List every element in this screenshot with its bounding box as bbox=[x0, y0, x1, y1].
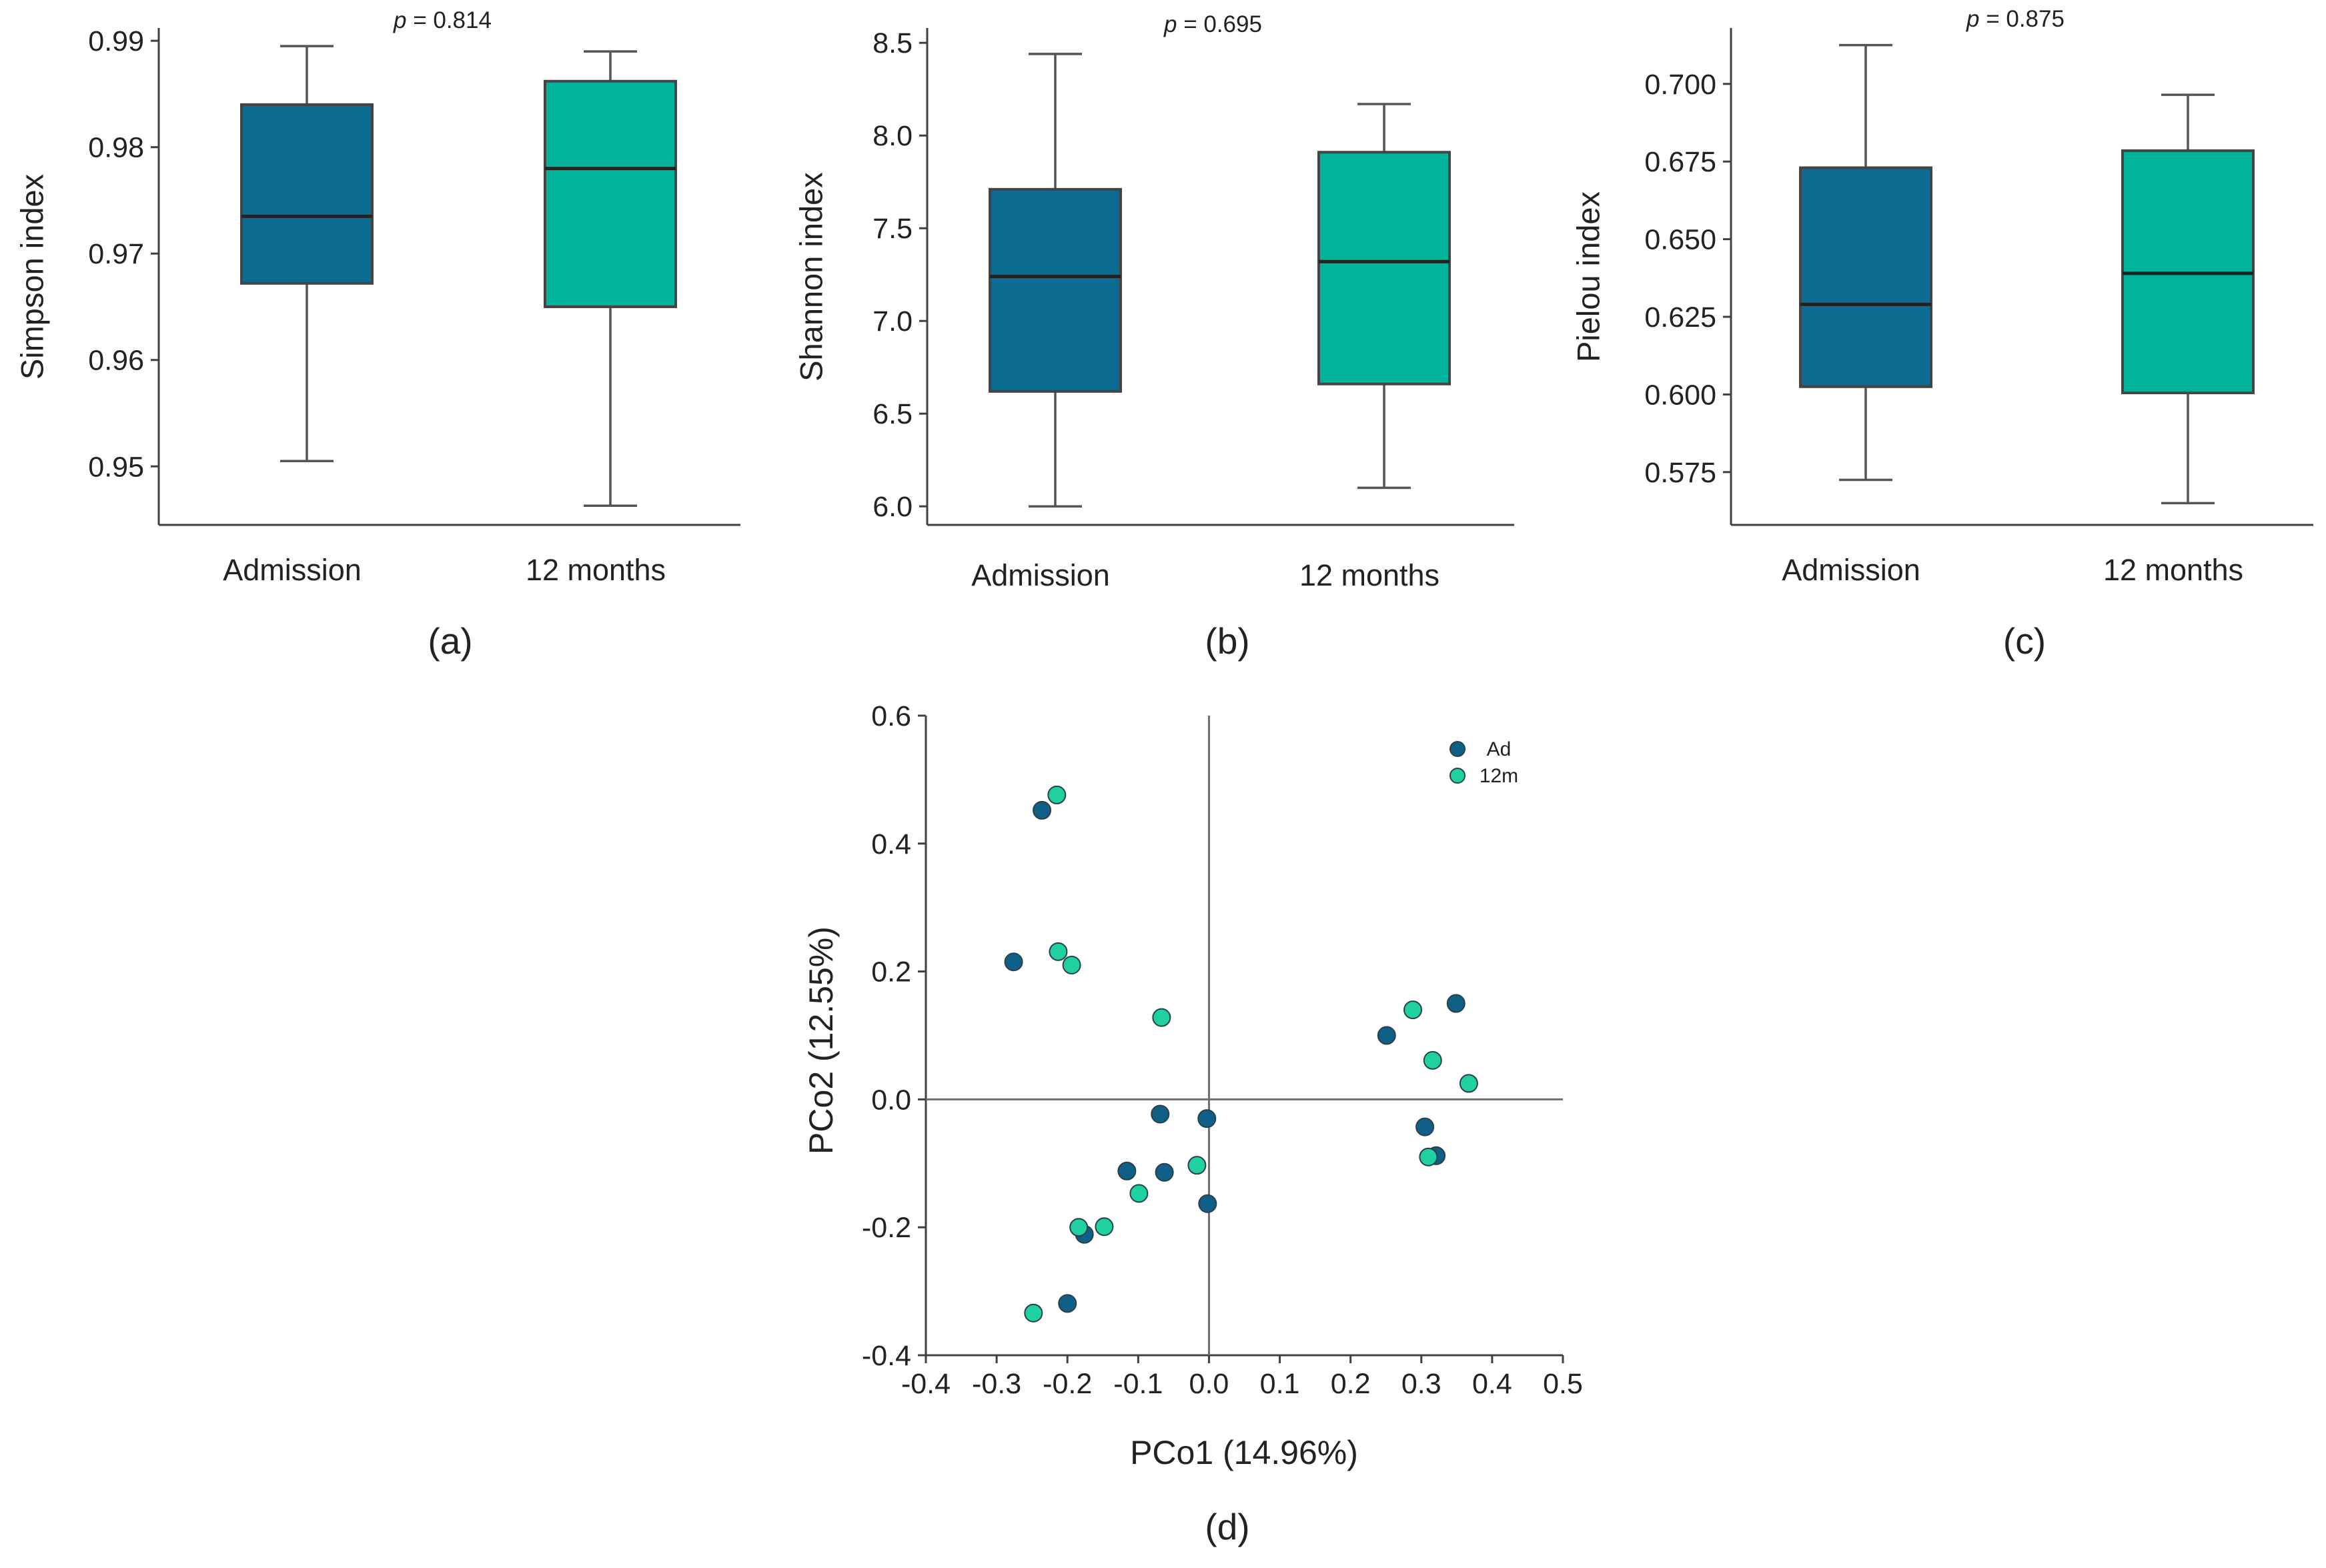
y-tick-label: 0.99 bbox=[88, 25, 144, 57]
y-tick-label: 0.625 bbox=[1644, 301, 1716, 333]
category-label: 12 months bbox=[1299, 558, 1439, 592]
p-value: = 0.814 bbox=[406, 7, 491, 33]
x-tick-label: 0.5 bbox=[1543, 1368, 1583, 1400]
y-tick-label: -0.2 bbox=[862, 1212, 911, 1244]
x-tick-label: 0.0 bbox=[1189, 1368, 1229, 1400]
point-12m bbox=[1459, 1074, 1478, 1093]
y-tick-label: 0.675 bbox=[1644, 146, 1716, 178]
category-label: 12 months bbox=[526, 553, 666, 587]
y-axis-title: Shannon index bbox=[793, 172, 828, 381]
y-axis-title: Pielou index bbox=[1570, 191, 1606, 362]
p-symbol: p bbox=[1966, 6, 1979, 32]
box-12-months bbox=[544, 79, 677, 308]
y-tick-label: 7.0 bbox=[873, 305, 913, 337]
point-12m bbox=[1062, 956, 1081, 975]
point-12m bbox=[1187, 1156, 1207, 1175]
point-12m bbox=[1069, 1218, 1089, 1237]
y-tick-label: 0.4 bbox=[871, 828, 911, 860]
x-tick-label: 0.3 bbox=[1401, 1368, 1441, 1400]
x-tick-label: 0.1 bbox=[1260, 1368, 1300, 1400]
legend-label: Ad bbox=[1487, 738, 1512, 760]
y-tick-label: 0.0 bbox=[871, 1084, 911, 1116]
point-12m bbox=[1049, 942, 1068, 961]
point-ad bbox=[1058, 1294, 1077, 1313]
panel-letter: (c) bbox=[2003, 620, 2046, 662]
p-value-annotation: p = 0.695 bbox=[1163, 11, 1262, 37]
x-axis-title: PCo1 (14.96%) bbox=[1130, 1434, 1358, 1471]
point-ad bbox=[1377, 1026, 1396, 1045]
point-ad bbox=[1198, 1194, 1217, 1213]
point-12m bbox=[1419, 1147, 1438, 1166]
point-ad bbox=[1446, 994, 1466, 1013]
y-tick-label: 0.2 bbox=[871, 956, 911, 988]
panel-a-simpson-boxplot: 0.95 0.96 0.97 0.98 0.99 Simpson index p = 0.8… bbox=[14, 7, 740, 662]
p-symbol: p bbox=[393, 7, 406, 33]
panel-letter: (a) bbox=[428, 620, 472, 662]
box-admission bbox=[1799, 166, 1932, 388]
point-12m bbox=[1403, 1000, 1423, 1020]
point-ad bbox=[1151, 1104, 1170, 1124]
point-ad bbox=[1033, 800, 1052, 820]
x-tick-label: 0.4 bbox=[1472, 1368, 1512, 1400]
y-tick-label: 0.98 bbox=[88, 132, 144, 164]
p-value-annotation: p = 0.814 bbox=[393, 7, 492, 33]
point-ad bbox=[1117, 1161, 1137, 1181]
x-tick-label: 0.2 bbox=[1331, 1368, 1371, 1400]
box-admission bbox=[989, 187, 1122, 393]
x-tick-label: -0.4 bbox=[901, 1368, 951, 1400]
p-value: = 0.875 bbox=[1979, 6, 2064, 32]
category-label: Admission bbox=[1782, 553, 1920, 587]
panel-letter: (b) bbox=[1205, 620, 1249, 662]
y-axis-title: PCo2 (12.55%) bbox=[802, 926, 840, 1154]
y-tick-label: 8.5 bbox=[873, 27, 913, 59]
p-value-annotation: p = 0.875 bbox=[1966, 6, 2065, 32]
p-symbol: p bbox=[1163, 11, 1177, 37]
category-label: Admission bbox=[223, 553, 362, 587]
y-tick-label: -0.4 bbox=[862, 1340, 911, 1372]
y-axis-title: Simpson index bbox=[14, 174, 49, 379]
point-12m bbox=[1152, 1008, 1171, 1027]
point-12m bbox=[1095, 1217, 1114, 1237]
point-ad bbox=[1004, 952, 1023, 972]
legend-label: 12m bbox=[1480, 765, 1518, 787]
point-12m bbox=[1047, 785, 1067, 804]
y-tick-label: 0.95 bbox=[88, 451, 144, 483]
p-value: = 0.695 bbox=[1177, 11, 1261, 37]
point-12m bbox=[1024, 1303, 1043, 1323]
point-12m bbox=[1129, 1184, 1149, 1203]
x-tick-label: -0.1 bbox=[1113, 1368, 1163, 1400]
box-admission bbox=[240, 103, 374, 285]
y-tick-label: 6.0 bbox=[873, 491, 913, 523]
y-tick-label: 0.575 bbox=[1644, 457, 1716, 489]
x-tick-label: -0.2 bbox=[1043, 1368, 1092, 1400]
box-12-months bbox=[1317, 151, 1451, 385]
category-label: 12 months bbox=[2103, 553, 2243, 587]
y-tick-label: 0.600 bbox=[1644, 379, 1716, 411]
category-label: Admission bbox=[971, 558, 1110, 592]
panel-b-shannon-boxplot: 6.0 6.5 7.0 7.5 8.0 8.5 Shannon index p = 0.695… bbox=[793, 11, 1514, 662]
legend-marker-ad bbox=[1449, 741, 1466, 757]
point-ad bbox=[1415, 1117, 1435, 1136]
panel-c-pielou-boxplot: 0.575 0.600 0.625 0.650 0.675 0.700 Pielou ind… bbox=[1570, 6, 2313, 662]
panel-letter: (d) bbox=[1205, 1506, 1249, 1547]
x-tick-label: -0.3 bbox=[972, 1368, 1021, 1400]
y-tick-label: 0.650 bbox=[1644, 224, 1716, 256]
y-tick-label: 0.97 bbox=[88, 238, 144, 270]
y-tick-label: 0.96 bbox=[88, 345, 144, 377]
legend-marker-12m bbox=[1449, 768, 1466, 784]
y-tick-label: 6.5 bbox=[873, 398, 913, 430]
point-12m bbox=[1423, 1050, 1442, 1070]
panel-d-pcoa-scatter: -0.4 -0.3 -0.2 -0.1 0.0 0.1 0.2 0.3 0.4 0.5 -0.4 -0… bbox=[802, 700, 1583, 1547]
y-tick-label: 0.700 bbox=[1644, 69, 1716, 101]
y-tick-label: 0.6 bbox=[871, 700, 911, 732]
y-tick-label: 8.0 bbox=[873, 120, 913, 152]
point-ad bbox=[1155, 1162, 1174, 1182]
y-tick-label: 7.5 bbox=[873, 213, 913, 245]
point-ad bbox=[1197, 1109, 1217, 1128]
